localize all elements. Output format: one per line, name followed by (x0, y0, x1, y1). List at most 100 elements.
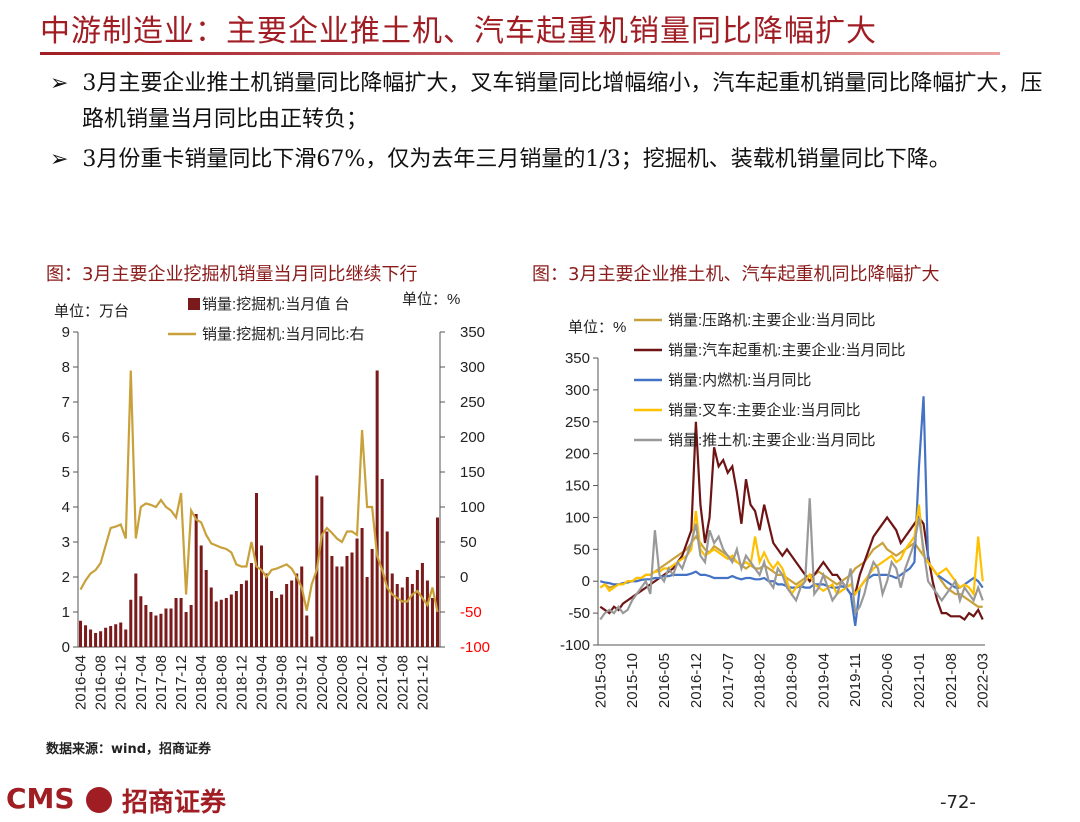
bar (395, 584, 399, 647)
legend-label: 销量:叉车:主要企业:当月同比 (668, 401, 861, 419)
bar (169, 608, 173, 647)
bar (335, 566, 339, 647)
line-series (599, 534, 983, 608)
y-tick-label: 300 (565, 382, 590, 399)
bar (114, 624, 118, 647)
bar (330, 556, 334, 647)
y-tick-label: 6 (62, 429, 70, 446)
bar (350, 552, 354, 647)
bar (89, 629, 93, 647)
x-tick-label: 2021-08 (394, 655, 411, 710)
bar (204, 570, 208, 647)
chart: 单位：万台 单位：% 0 1 2 3 4 5 6 7 8 9 -100 -50 0 50 100 150 200 25… (54, 291, 490, 710)
y-tick-label: 5 (62, 464, 70, 481)
bar (94, 633, 98, 647)
bar (390, 573, 394, 647)
x-tick-label: 2019-11 (847, 653, 864, 707)
y2-tick-label: 100 (460, 499, 485, 516)
bar (249, 563, 253, 647)
x-tick-label: 2018-08 (213, 655, 230, 710)
bar (405, 577, 409, 647)
chart-title: 图：3月主要企业推土机、汽车起重机同比降幅扩大 (532, 264, 940, 285)
bar (415, 570, 419, 647)
bar (239, 584, 243, 647)
bullet: ➢ 3月份重卡销量同比下滑67%，仅为去年三月销量的1/3；挖掘机、装载机销量同… (50, 147, 951, 172)
y-tick-label: 0 (582, 573, 590, 590)
bar (79, 620, 83, 647)
x-tick-label: 2016-08 (93, 655, 110, 710)
bar (144, 605, 148, 647)
page-number: -72- (940, 792, 976, 813)
source: 数据来源：wind，招商证券 (46, 742, 212, 757)
logo: CMS (6, 782, 75, 815)
bar (99, 631, 103, 647)
y2-tick-label: 0 (460, 569, 468, 586)
bar (129, 599, 133, 647)
x-tick-label: 2016-05 (656, 653, 673, 708)
x-tick-label: 2022-03 (975, 653, 992, 708)
bar (420, 563, 424, 647)
y-tick-label: 250 (565, 414, 590, 431)
y-tick-label: 100 (565, 509, 590, 526)
bar (109, 626, 113, 647)
x-tick-label: 2017-07 (720, 653, 737, 708)
bar (184, 612, 188, 647)
bar (229, 594, 233, 647)
bar (400, 587, 404, 647)
x-tick-label: 2020-12 (354, 655, 371, 710)
y-tick-label: 2 (62, 569, 70, 586)
bar (435, 517, 439, 647)
x-tick-label: 2018-02 (752, 653, 769, 708)
chart: 单位：% -100 -50 0 50 100 150 200 250 300 350 2015-03 2… (560, 311, 992, 708)
legend-swatch (188, 298, 200, 310)
x-tick-label: 2020-04 (314, 655, 331, 710)
y-tick-label: 8 (62, 359, 70, 376)
bar (139, 596, 143, 647)
logo-icon (86, 787, 112, 813)
x-tick-label: 2019-08 (274, 655, 291, 710)
bar (260, 545, 264, 647)
unit-label: 单位：% (568, 319, 626, 336)
bar (189, 605, 193, 647)
line-series (599, 396, 984, 627)
x-tick-label: 2020-06 (879, 653, 896, 708)
bar (119, 622, 123, 647)
x-tick-label: 2019-04 (254, 655, 271, 710)
x-tick-label: 2017-08 (153, 655, 170, 710)
bar (315, 475, 319, 647)
legend-label: 销量:推土机:主要企业:当月同比 (668, 431, 876, 449)
bar (310, 636, 314, 647)
y2-tick-label: 250 (460, 394, 485, 411)
x-tick-label: 2019-12 (294, 655, 311, 710)
bar (224, 598, 228, 647)
x-tick-label: 2017-12 (173, 655, 190, 710)
bar (410, 584, 414, 647)
bar (340, 566, 344, 647)
bar (305, 615, 309, 647)
slide-title: 中游制造业：主要企业推土机、汽车起重机销量同比降幅扩大 (40, 14, 877, 49)
bar (265, 573, 269, 647)
title-rule (40, 52, 1000, 55)
bar (285, 584, 289, 647)
y-tick-label: 1 (62, 604, 70, 621)
y2-tick-label: 350 (460, 324, 485, 341)
bar (154, 615, 158, 647)
y-tick-label: 0 (62, 639, 70, 656)
y-tick-label: -100 (560, 637, 590, 654)
bar (134, 573, 138, 647)
bar (280, 594, 284, 647)
y2-tick-label: -50 (460, 604, 482, 621)
bar (199, 545, 203, 647)
bar (360, 528, 364, 647)
legend-label: 销量:内燃机:当月同比 (668, 371, 811, 389)
bar (325, 531, 329, 647)
line-series (79, 370, 439, 613)
bar (159, 613, 163, 647)
bullet-text: 3月主要企业推土机销量同比降幅扩大，叉车销量同比增幅缩小，汽车起重机销量同比降幅… (82, 71, 1043, 132)
chart-title: 图：3月主要企业挖掘机销量当月同比继续下行 (46, 264, 418, 285)
bar (355, 538, 359, 647)
x-tick-label: 2020-08 (334, 655, 351, 710)
bar (345, 556, 349, 647)
legend-label: 销量:压路机:主要企业:当月同比 (668, 311, 876, 329)
